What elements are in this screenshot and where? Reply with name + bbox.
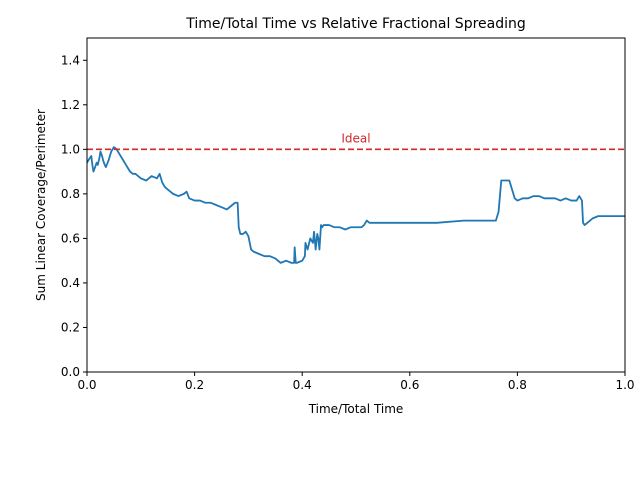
x-tick-label: 1.0 [615,378,634,392]
x-tick-label: 0.4 [293,378,312,392]
x-tick-label: 0.2 [185,378,204,392]
y-tick-label: 0.2 [61,320,80,334]
y-tick-label: 0.6 [61,231,80,245]
y-tick-label: 1.4 [61,53,80,67]
x-tick-label: 0.6 [400,378,419,392]
y-tick-label: 0.0 [61,365,80,379]
axes: 0.0 0.2 0.4 0.6 0.8 1.0 0.0 0.2 0.4 0.6 0.8 1.0 1.2 1… [61,37,635,392]
x-tick-label: 0.8 [508,378,527,392]
x-tick-label: 0.0 [77,378,96,392]
series-line-0 [87,146,625,264]
y-tick-label: 0.4 [61,276,80,290]
x-axis-label: Time/Total Time [308,402,404,416]
y-axis-label: Sum Linear Coverage/Perimeter [34,109,48,301]
axes-frame [86,37,626,373]
y-tick-label: 1.0 [61,142,80,156]
plot-area: Ideal [87,131,625,264]
chart-title: Time/Total Time vs Relative Fractional S… [185,16,526,32]
y-tick-label: 1.2 [61,98,80,112]
y-tick-label: 0.8 [61,187,80,201]
ideal-reference-label: Ideal [341,131,370,145]
